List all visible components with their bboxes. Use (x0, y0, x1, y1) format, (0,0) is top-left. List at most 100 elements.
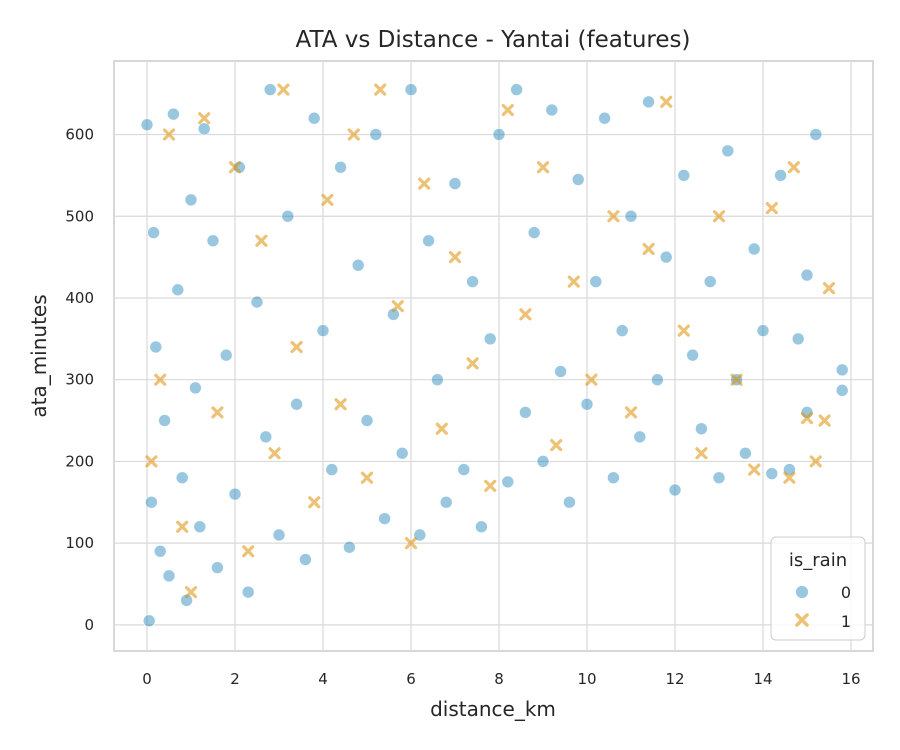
data-point-series-1 (255, 234, 268, 247)
x-tick-label: 14 (753, 670, 772, 688)
grid-layer (114, 61, 873, 651)
data-point-series-0 (343, 540, 356, 554)
data-point-series-0 (147, 226, 160, 239)
data-point-series-0 (598, 111, 611, 125)
data-point-series-1 (748, 463, 761, 476)
y-tick-label: 400 (65, 289, 94, 307)
x-tick-label: 16 (841, 670, 860, 688)
data-point-series-0 (712, 471, 726, 485)
data-point-series-1 (783, 471, 796, 484)
data-point-series-0 (369, 128, 383, 141)
data-point-series-0 (519, 406, 532, 419)
data-point-series-1 (198, 112, 211, 125)
data-point-series-1 (268, 447, 281, 460)
data-point-series-0 (149, 340, 163, 354)
data-point-series-0 (765, 467, 779, 481)
data-point-series-1 (536, 161, 550, 174)
data-point-series-0 (351, 258, 365, 272)
data-point-series-1 (154, 373, 167, 386)
data-point-series-1 (228, 161, 242, 174)
data-point-series-0 (607, 471, 620, 485)
data-point-series-0 (659, 250, 673, 264)
y-tick-labels: 0 100 200 300 400 500 600 (65, 126, 94, 634)
data-point-series-1 (184, 586, 198, 599)
data-point-series-0 (571, 173, 585, 186)
data-point-series-0 (250, 295, 264, 309)
data-point-series-0 (189, 381, 202, 395)
data-point-series-0 (145, 495, 158, 509)
data-point-series-0 (140, 118, 154, 132)
data-point-series-0 (325, 463, 339, 476)
data-point-series-0 (360, 414, 374, 427)
data-point-series-1 (347, 128, 360, 141)
y-tick-label: 0 (84, 616, 94, 634)
plot-area (113, 60, 874, 652)
data-point-series-1 (624, 406, 638, 419)
data-point-series-0 (624, 209, 638, 223)
data-point-series-1 (290, 340, 303, 354)
data-point-series-0 (422, 234, 435, 248)
data-point-series-0 (457, 463, 471, 476)
y-tick-label: 600 (65, 126, 94, 144)
data-point-series-0 (259, 430, 273, 444)
data-point-series-0 (158, 414, 171, 427)
data-point-series-1 (765, 201, 778, 215)
data-point-series-0 (756, 324, 770, 338)
data-point-series-0 (475, 520, 488, 534)
data-point-series-0 (142, 614, 156, 628)
data-point-series-1 (822, 282, 836, 295)
data-point-series-1 (360, 471, 374, 484)
data-point-series-1 (800, 412, 814, 425)
data-point-series-0 (536, 455, 550, 468)
legend-marker-1 (795, 613, 809, 627)
data-point-series-0 (774, 169, 787, 182)
data-point-series-0 (483, 332, 497, 346)
data-point-series-0 (167, 107, 180, 121)
data-point-series-0 (431, 373, 444, 387)
data-point-series-1 (435, 422, 448, 435)
data-point-series-1 (712, 210, 726, 223)
data-point-series-1 (418, 177, 431, 190)
data-point-series-1 (550, 438, 563, 452)
data-point-series-0 (184, 193, 198, 207)
data-point-series-0 (404, 83, 418, 96)
data-point-series-0 (677, 169, 691, 182)
points-layer (140, 83, 849, 628)
x-tick-label: 2 (230, 670, 240, 688)
data-point-series-0 (193, 520, 207, 534)
data-point-series-0 (316, 324, 330, 338)
data-point-series-1 (176, 520, 189, 533)
y-axis-label: ata_minutes (27, 294, 51, 417)
data-point-series-0 (835, 363, 849, 377)
y-tick-label: 500 (65, 207, 94, 225)
x-tick-label: 8 (494, 670, 504, 688)
data-point-series-0 (747, 242, 761, 256)
data-point-series-1 (466, 357, 479, 370)
chart-title: ATA vs Distance - Yantai (features) (296, 27, 691, 53)
x-tick-label: 4 (318, 670, 328, 688)
data-point-series-0 (633, 430, 647, 444)
data-point-series-0 (510, 83, 523, 96)
data-point-series-0 (153, 544, 167, 558)
legend: is_rain 0 1 (770, 536, 866, 641)
data-point-series-1 (448, 251, 462, 264)
data-point-series-1 (211, 406, 224, 419)
data-point-series-0 (395, 446, 409, 460)
data-point-series-0 (686, 348, 699, 362)
data-point-series-0 (809, 128, 823, 141)
data-point-series-1 (787, 161, 800, 174)
data-point-series-1 (677, 324, 690, 337)
y-tick-label: 300 (65, 371, 94, 389)
data-point-series-1 (484, 479, 497, 493)
data-point-series-1 (585, 373, 598, 386)
data-point-series-0 (281, 209, 295, 223)
data-point-series-0 (206, 234, 220, 248)
data-point-series-0 (651, 373, 664, 387)
data-point-series-0 (545, 103, 559, 117)
data-point-series-1 (660, 95, 673, 108)
legend-label-0: 0 (841, 583, 851, 602)
data-point-series-0 (800, 268, 814, 282)
data-point-series-1 (607, 210, 620, 223)
